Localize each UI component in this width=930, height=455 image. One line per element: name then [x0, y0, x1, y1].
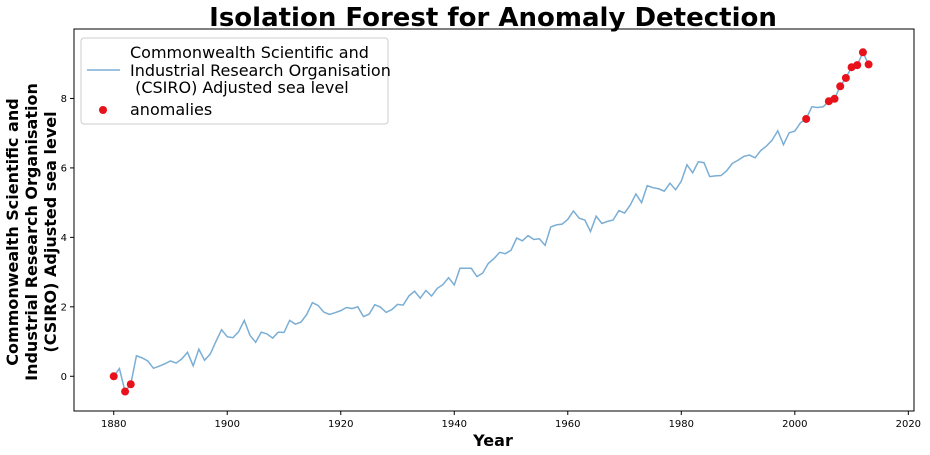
chart-title: Isolation Forest for Anomaly Detection: [209, 3, 777, 33]
x-tick-label: 1960: [555, 419, 580, 430]
y-axis: 0 2 4 6 8: [61, 94, 74, 383]
x-axis-label: Year: [472, 431, 513, 450]
legend: Commonwealth Scientific and Industrial R…: [80, 37, 391, 125]
legend-series-label-line-1: Commonwealth Scientific and: [130, 43, 369, 62]
x-tick-label: 1900: [215, 419, 240, 430]
x-axis: 1880 1900 1920 1940 1960 1980 2000 2020: [101, 411, 921, 430]
anomaly-point: [853, 61, 862, 70]
x-tick-label: 1880: [101, 419, 126, 430]
x-tick-label: 2000: [782, 419, 807, 430]
y-axis-label-line-1: Commonwealth Scientific and: [3, 98, 22, 365]
y-axis-label-line-2: Industrial Research Organisation: [22, 83, 41, 381]
x-tick-label: 1940: [442, 419, 467, 430]
x-tick-label: 1920: [328, 419, 353, 430]
anomaly-point: [109, 372, 118, 381]
y-tick-label: 6: [61, 163, 67, 174]
y-tick-label: 4: [61, 233, 67, 244]
y-tick-label: 2: [61, 302, 67, 313]
plot-frame: [73, 28, 915, 412]
x-tick-label: 2020: [896, 419, 921, 430]
legend-series-label-line-3: (CSIRO) Adjusted sea level: [130, 78, 349, 97]
legend-anomaly-swatch: [99, 106, 107, 114]
legend-series-label-line-2: Industrial Research Organisation: [130, 61, 391, 80]
anomaly-point: [802, 114, 811, 123]
y-tick-label: 8: [61, 94, 67, 105]
y-tick-label: 0: [61, 372, 67, 383]
x-tick-label: 1980: [669, 419, 694, 430]
anomaly-point: [858, 48, 867, 57]
anomaly-point: [836, 82, 845, 91]
y-axis-label-line-3: (CSIRO) Adjusted sea level: [41, 111, 60, 352]
plot-area: 1880 1900 1920 1940 1960 1980 2000 2020 0 2 4 6 8: [61, 28, 921, 430]
anomaly-point: [830, 94, 839, 103]
legend-box: [80, 37, 389, 125]
anomaly-point: [121, 387, 130, 396]
anomaly-point: [841, 73, 850, 82]
legend-anomaly-label: anomalies: [130, 100, 212, 119]
sea-level-series-line: [113, 50, 870, 394]
anomaly-point: [864, 60, 873, 69]
y-axis-label: Commonwealth Scientific and Industrial R…: [3, 83, 60, 381]
anomaly-points: [109, 48, 873, 396]
anomaly-point: [126, 380, 135, 389]
